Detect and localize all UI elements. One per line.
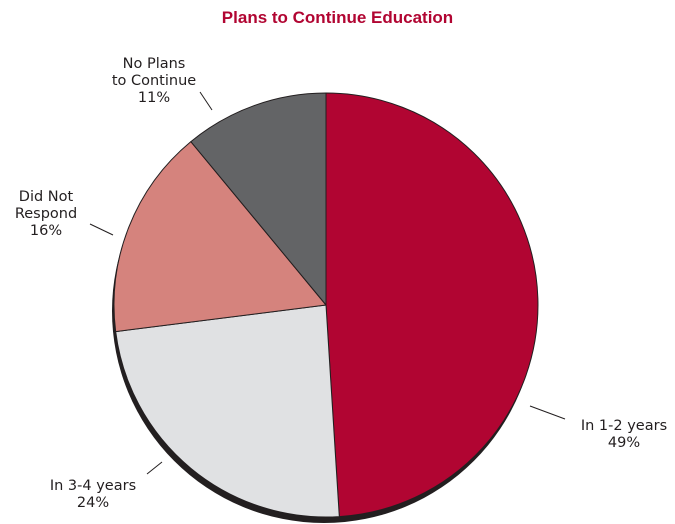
slice-name-label: Respond [15,206,77,222]
pie-slice-2 [115,304,340,518]
chart-title: Plans to Continue Education [221,8,454,27]
slice-name-label: Did Not [19,189,74,205]
slice-value-label: 24% [77,495,109,511]
leader-line-2 [146,461,163,475]
pie-slice-3 [113,141,327,333]
slice-label-4: No Plans to Continue 11% [112,56,196,106]
slice-value-label: 49% [608,435,640,451]
slice-label-3: Did Not Respond 16% [15,189,77,239]
slice-value-label: 11% [138,90,170,106]
slice-label-2: In 3-4 years 24% [50,478,136,511]
slice-name-label: In 1-2 years [581,418,667,434]
leader-line-4 [199,91,213,111]
slice-name-label: In 3-4 years [50,478,136,494]
slice-name-label: No Plans [123,56,186,72]
pie-slice-1 [325,92,539,518]
leader-line-1 [529,405,566,420]
pie-slice-4 [190,92,327,306]
slice-label-1: In 1-2 years 49% [581,418,667,451]
slice-name-label: to Continue [112,73,196,89]
leader-line-3 [89,223,114,236]
slice-value-label: 16% [30,223,62,239]
